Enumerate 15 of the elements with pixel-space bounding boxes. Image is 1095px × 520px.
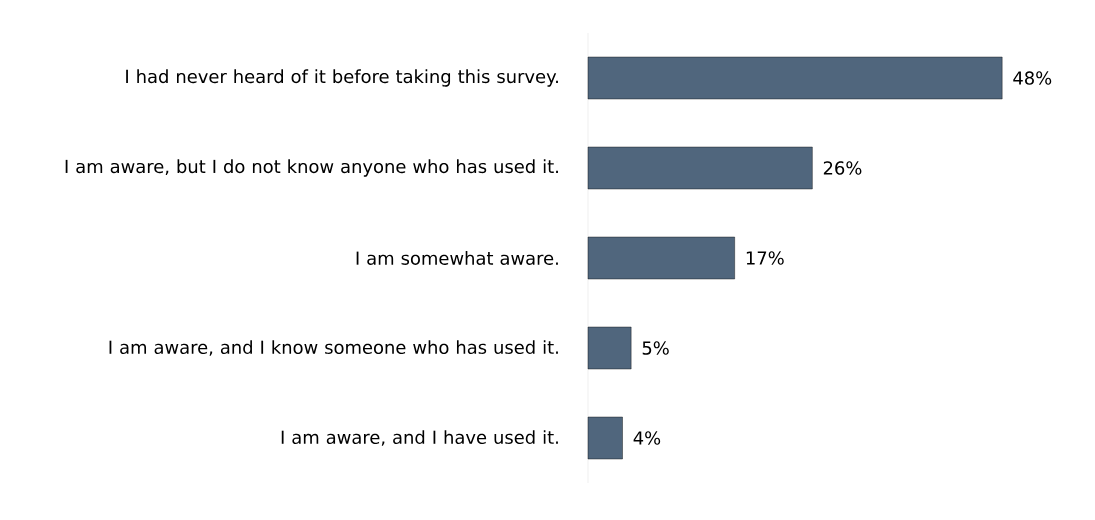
bar — [587, 56, 1003, 100]
data-label: 26% — [823, 161, 862, 175]
bar — [587, 416, 623, 460]
y-tick-label: I am aware, but I do not know anyone who has used it. — [65, 159, 558, 177]
data-label: 4% — [633, 431, 661, 445]
y-tick-label: I had never heard of it before taking this survey. — [126, 69, 558, 87]
y-tick-label: I am aware, and I have used it. — [281, 430, 558, 446]
data-label: 48% — [1013, 71, 1052, 85]
bar — [587, 236, 735, 280]
bar — [587, 146, 813, 190]
bar — [587, 326, 632, 370]
data-label: 5% — [642, 341, 669, 355]
y-tick-label: I am aware, and I know someone who has used it. — [109, 340, 558, 356]
y-tick-label: I am somewhat aware. — [356, 251, 558, 265]
data-label: 17% — [746, 251, 784, 265]
